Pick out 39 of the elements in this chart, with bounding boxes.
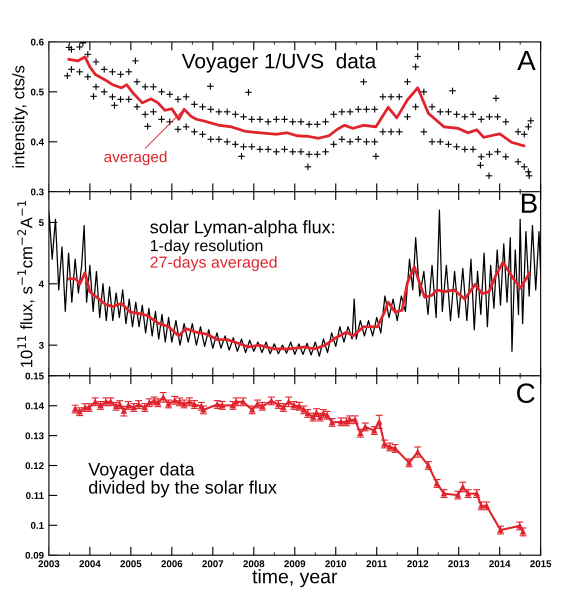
annotation: B [522,194,537,213]
x-tick-label: 2013 [448,560,470,568]
y-tick-label: 0.3 [30,188,44,196]
y-tick-label: 0.14 [25,402,44,410]
y-tick-label: 0.4 [30,138,44,146]
x-tick-label: 2015 [530,560,552,568]
y-axis-title: 10$^{11}$ flux, s$^{−1}$cm$^{−2}$A$^{−1}$ [17,200,34,368]
x-tick-label: 2014 [489,560,510,568]
x-tick-label: 2003 [38,560,60,568]
y-tick-label: 5 [38,219,44,226]
y-tick-label: 0.5 [30,88,44,96]
x-tick-label: 2012 [407,560,428,568]
x-tick-label: 2006 [161,560,182,568]
annotation: Voyager 1/UVS data [182,53,376,73]
x-tick-label: 2004 [79,560,101,568]
x-tick-label: 2007 [202,560,224,568]
x-tick-label: 2009 [284,560,306,568]
y-tick-label: 0.12 [25,462,44,470]
text: 27-days averaged [150,256,277,271]
x-tick-label: 2008 [243,560,264,568]
text: 1-day resolution [150,240,262,254]
annotation: Voyager data divided by the solar flux [88,462,277,498]
x-tick-label: 2010 [325,560,346,568]
y-tick-label: 0.6 [30,38,44,46]
y-tick-label: 0.13 [25,432,44,440]
y-tick-label: 0.11 [26,492,44,500]
y-tick-label: 4 [38,280,44,288]
x-axis-title: time, year [252,569,338,588]
y-tick-label: 0.09 [25,552,44,559]
annotation: A [517,50,536,70]
y-axis-title: intensity, cts/s [12,66,28,168]
x-tick-label: 2011 [366,560,388,568]
legend-title: solar Lyman-alpha flux: [150,220,334,237]
annotation: C [517,383,535,404]
y-tick-label: 3 [38,342,44,349]
x-tick-label: 2005 [120,560,142,568]
annotation: averaged [104,150,166,166]
y-tick-label: 0.15 [25,372,44,380]
y-tick-label: 0.1 [30,522,44,529]
